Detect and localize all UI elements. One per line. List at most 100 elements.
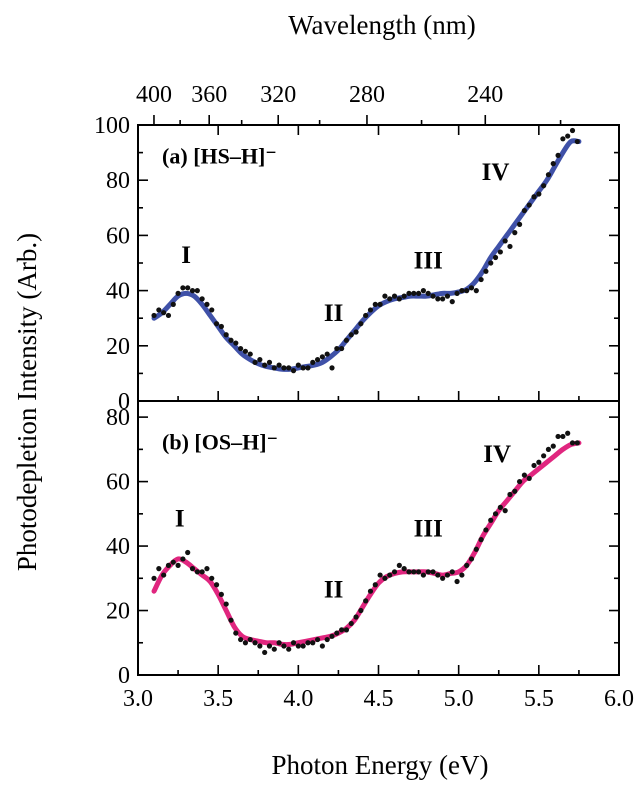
data-point <box>483 527 489 533</box>
region-label: IV <box>482 159 510 186</box>
data-point <box>550 443 556 449</box>
data-point <box>286 365 292 371</box>
data-point <box>449 569 455 575</box>
data-point <box>526 202 532 208</box>
y-tick-label: 40 <box>106 279 130 305</box>
data-point <box>156 307 162 313</box>
data-point <box>209 575 215 581</box>
data-point <box>276 362 282 368</box>
data-point <box>391 569 398 575</box>
data-point <box>199 296 205 302</box>
data-point <box>492 254 499 261</box>
x-tick-label: 5.5 <box>524 686 554 712</box>
data-point <box>497 504 503 510</box>
y-tick-label: 100 <box>94 113 130 139</box>
region-label: I <box>175 506 185 533</box>
data-point <box>473 288 479 294</box>
data-point <box>435 296 441 302</box>
data-point <box>185 549 191 556</box>
data-point <box>464 288 470 294</box>
data-point <box>516 221 523 227</box>
data-point <box>497 249 503 255</box>
data-point <box>300 365 306 371</box>
data-point <box>242 640 249 646</box>
data-point <box>507 243 513 250</box>
data-point <box>372 582 378 588</box>
data-point <box>151 312 157 319</box>
data-point <box>502 238 508 244</box>
y-tick-label: 40 <box>106 534 130 560</box>
region-label: III <box>414 248 443 275</box>
data-point <box>319 643 325 649</box>
x-tick-label: 6.0 <box>604 686 634 712</box>
panel-label: (b) [OS–H]⁻ <box>162 429 278 454</box>
data-point <box>233 630 239 636</box>
data-point <box>233 340 239 346</box>
data-point <box>314 357 321 363</box>
data-point <box>324 636 330 643</box>
data-point <box>266 643 273 649</box>
data-point <box>262 362 268 368</box>
data-point <box>247 351 253 357</box>
data-point <box>555 152 561 158</box>
data-point <box>228 617 234 623</box>
region-label: III <box>414 515 443 542</box>
data-point <box>440 296 446 302</box>
data-point <box>406 290 412 296</box>
data-point <box>512 230 518 236</box>
x-tick-label: 4.5 <box>364 686 394 712</box>
data-point <box>161 572 167 578</box>
x-tick-label: 5.0 <box>444 686 474 712</box>
data-point <box>300 643 306 649</box>
data-point <box>454 290 460 296</box>
data-point <box>257 643 263 649</box>
data-point <box>468 556 475 562</box>
data-point <box>180 556 186 562</box>
data-point <box>560 433 566 440</box>
data-point <box>512 488 518 494</box>
data-point <box>238 345 244 352</box>
data-point <box>367 588 374 594</box>
data-point <box>295 643 301 649</box>
data-point <box>516 478 523 485</box>
top-axis-title: Wavelength (nm) <box>288 10 476 40</box>
data-point <box>569 440 576 446</box>
data-point <box>488 260 494 266</box>
data-point <box>425 569 431 575</box>
y-axis-title: Photodepletion Intensity (Arb.) <box>12 233 42 571</box>
data-point <box>252 359 258 365</box>
data-point <box>238 636 244 643</box>
data-point <box>555 433 561 440</box>
x-tick-label: 3.0 <box>123 686 153 712</box>
data-point <box>343 627 350 633</box>
y-tick-label: 20 <box>106 334 130 360</box>
data-point <box>218 323 224 330</box>
top-tick-label: 360 <box>191 82 227 108</box>
data-point <box>401 293 407 299</box>
data-point <box>382 575 388 581</box>
data-point <box>425 290 431 296</box>
data-point <box>310 359 316 365</box>
data-point <box>367 307 374 313</box>
data-point <box>459 288 465 294</box>
data-point <box>391 293 398 299</box>
data-point <box>420 572 426 578</box>
data-point <box>444 572 451 578</box>
y-tick-label: 60 <box>106 470 130 496</box>
data-point <box>353 329 359 335</box>
data-point <box>324 351 330 357</box>
data-point <box>449 299 455 305</box>
data-point <box>526 475 532 481</box>
data-point <box>276 640 282 646</box>
data-point <box>180 285 186 291</box>
data-point <box>459 572 465 578</box>
data-point <box>339 345 345 352</box>
data-point <box>305 365 311 371</box>
data-point <box>363 598 369 604</box>
data-point <box>468 285 475 291</box>
data-point <box>329 365 335 371</box>
data-point <box>281 365 287 371</box>
y-tick-label: 60 <box>106 223 130 249</box>
data-point <box>156 566 162 572</box>
